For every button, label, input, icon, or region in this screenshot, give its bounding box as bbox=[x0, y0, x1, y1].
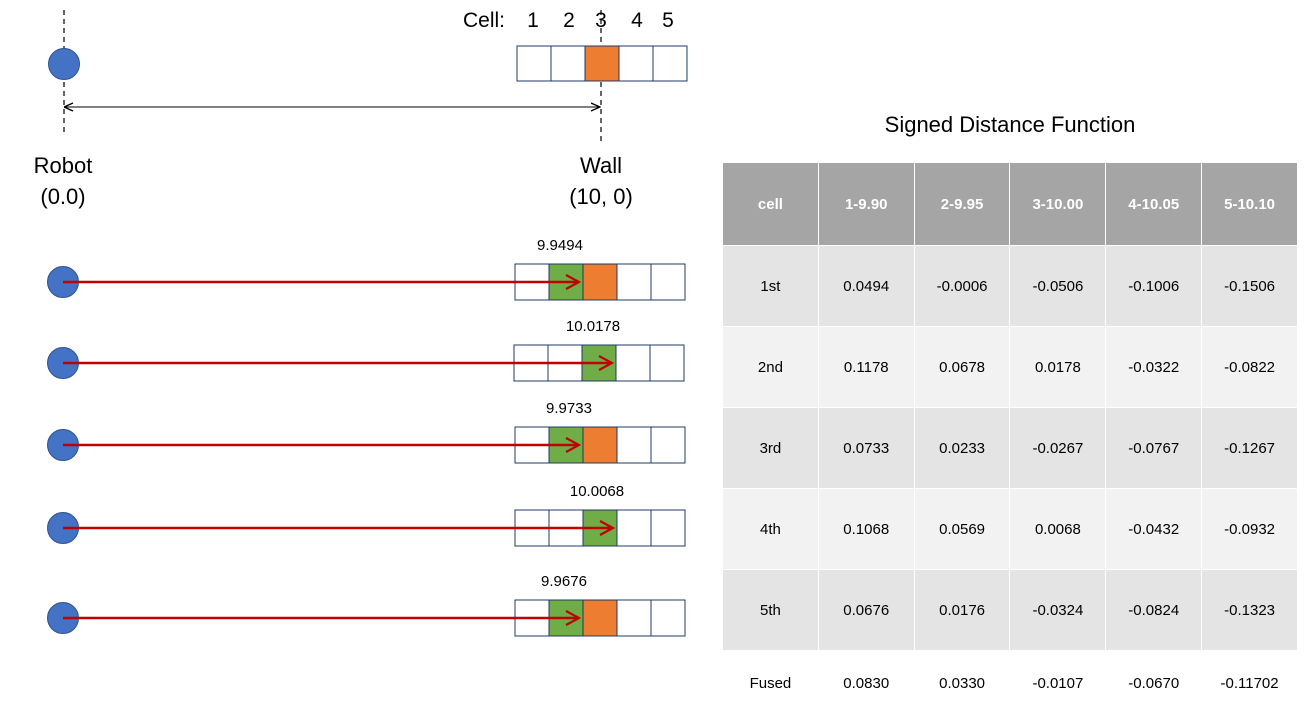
table-cell: 0.1178 bbox=[817, 326, 915, 408]
grid-cell bbox=[652, 45, 688, 82]
scan-diagram: Cell: 1 2 3 4 5 Robot (0.0) Wall (10, 0)… bbox=[34, 9, 688, 637]
table-cell: 0.0330 bbox=[913, 650, 1011, 716]
table-cell: 0.0569 bbox=[913, 488, 1011, 570]
table-header-cell: 4-10.05 bbox=[1105, 162, 1203, 246]
scan-reading-label: 9.9494 bbox=[537, 237, 583, 254]
scan-row: 9.9676 bbox=[47, 573, 686, 637]
table-cell: -0.11702 bbox=[1201, 650, 1298, 716]
robot-coord: (0.0) bbox=[40, 184, 85, 209]
top-cell-grid bbox=[516, 45, 688, 82]
scan-row: 10.0178 bbox=[47, 318, 685, 382]
wall-label: Wall bbox=[580, 153, 622, 178]
table-cell: -0.0670 bbox=[1105, 650, 1203, 716]
row-label: 2nd bbox=[722, 326, 819, 408]
table-header-cell: 1-9.90 bbox=[817, 162, 915, 246]
scan-grid-cell bbox=[615, 344, 651, 382]
table-cell: -0.0107 bbox=[1009, 650, 1107, 716]
scan-grid-cell-wall bbox=[582, 426, 618, 464]
table-cell: -0.0767 bbox=[1105, 407, 1203, 489]
table-row: 1st 0.0494 -0.0006 -0.0506 -0.1006 -0.15… bbox=[722, 245, 1298, 327]
scan-reading-label: 10.0178 bbox=[566, 318, 620, 335]
sdf-table-title: Signed Distance Function bbox=[884, 112, 1136, 137]
table-cell: 0.0733 bbox=[817, 407, 915, 489]
scan-grid-cell bbox=[616, 509, 652, 547]
table-cell: 0.0233 bbox=[913, 407, 1011, 489]
table-cell: 0.0494 bbox=[817, 245, 915, 327]
scan-row: 9.9733 bbox=[47, 400, 686, 464]
table-cell: -0.1323 bbox=[1201, 569, 1298, 651]
table-cell: 0.0176 bbox=[913, 569, 1011, 651]
scan-row: 10.0068 bbox=[47, 483, 686, 547]
table-header-row: cell 1-9.90 2-9.95 3-10.00 4-10.05 5-10.… bbox=[722, 162, 1298, 246]
table-cell: 0.0678 bbox=[913, 326, 1011, 408]
table-cell: -0.0006 bbox=[913, 245, 1011, 327]
table-row: 5th 0.0676 0.0176 -0.0324 -0.0824 -0.132… bbox=[722, 569, 1298, 651]
scan-reading-label: 9.9676 bbox=[541, 573, 587, 590]
table-cell: -0.0506 bbox=[1009, 245, 1107, 327]
scan-grid-cell bbox=[650, 426, 686, 464]
grid-cell-wall bbox=[584, 45, 620, 82]
cell-number-2: 2 bbox=[563, 9, 575, 32]
cell-number-5: 5 bbox=[662, 9, 674, 32]
row-label: 1st bbox=[722, 245, 819, 327]
table-cell: 0.0830 bbox=[817, 650, 915, 716]
table-cell: -0.0824 bbox=[1105, 569, 1203, 651]
scan-grid-cell bbox=[616, 263, 652, 301]
scan-grid-cell bbox=[616, 599, 652, 637]
sdf-table: cell 1-9.90 2-9.95 3-10.00 4-10.05 5-10.… bbox=[722, 162, 1298, 716]
robot-label: Robot bbox=[34, 153, 93, 178]
table-cell: -0.0432 bbox=[1105, 488, 1203, 570]
table-header-cell: 5-10.10 bbox=[1201, 162, 1298, 246]
grid-cell bbox=[618, 45, 654, 82]
table-header-cell: 2-9.95 bbox=[913, 162, 1011, 246]
scan-grid-cell bbox=[650, 263, 686, 301]
scan-grid-cell-wall bbox=[582, 263, 618, 301]
table-cell: -0.0822 bbox=[1201, 326, 1298, 408]
row-label: Fused bbox=[722, 650, 819, 716]
scan-rows: 9.9494 10.0178 9.9733 10.0068 9.9676 bbox=[47, 237, 686, 637]
table-row: 3rd 0.0733 0.0233 -0.0267 -0.0767 -0.126… bbox=[722, 407, 1298, 489]
top-schematic: Cell: 1 2 3 4 5 Robot (0.0) Wall (10, 0) bbox=[34, 9, 688, 209]
table-header-cell: cell bbox=[722, 162, 819, 246]
table-row: 4th 0.1068 0.0569 0.0068 -0.0432 -0.0932 bbox=[722, 488, 1298, 570]
row-label: 5th bbox=[722, 569, 819, 651]
cell-label: Cell: bbox=[463, 9, 505, 32]
scan-grid-cell bbox=[650, 599, 686, 637]
cell-number-3: 3 bbox=[595, 9, 607, 32]
robot-icon bbox=[48, 48, 80, 80]
table-cell: -0.0322 bbox=[1105, 326, 1203, 408]
table-cell: 0.0676 bbox=[817, 569, 915, 651]
row-label: 4th bbox=[722, 488, 819, 570]
wall-coord: (10, 0) bbox=[569, 184, 633, 209]
table-cell: -0.1006 bbox=[1105, 245, 1203, 327]
table-cell: 0.1068 bbox=[817, 488, 915, 570]
table-cell: -0.1267 bbox=[1201, 407, 1298, 489]
scan-row: 9.9494 bbox=[47, 237, 686, 301]
scan-reading-label: 9.9733 bbox=[546, 400, 592, 417]
table-cell: -0.0932 bbox=[1201, 488, 1298, 570]
table-row: 2nd 0.1178 0.0678 0.0178 -0.0322 -0.0822 bbox=[722, 326, 1298, 408]
table-cell: -0.0267 bbox=[1009, 407, 1107, 489]
cell-number-4: 4 bbox=[631, 9, 643, 32]
scan-grid-cell-wall bbox=[582, 599, 618, 637]
grid-cell bbox=[516, 45, 552, 82]
cell-number-1: 1 bbox=[527, 9, 539, 32]
table-cell: 0.0178 bbox=[1009, 326, 1107, 408]
table-cell: 0.0068 bbox=[1009, 488, 1107, 570]
grid-cell bbox=[550, 45, 586, 82]
scan-reading-label: 10.0068 bbox=[570, 483, 624, 500]
table-header-cell: 3-10.00 bbox=[1009, 162, 1107, 246]
scan-grid-cell bbox=[616, 426, 652, 464]
table-row-fused: Fused 0.0830 0.0330 -0.0107 -0.0670 -0.1… bbox=[722, 650, 1298, 716]
table-cell: -0.0324 bbox=[1009, 569, 1107, 651]
scan-grid-cell bbox=[649, 344, 685, 382]
table-cell: -0.1506 bbox=[1201, 245, 1298, 327]
row-label: 3rd bbox=[722, 407, 819, 489]
scan-grid-cell bbox=[650, 509, 686, 547]
